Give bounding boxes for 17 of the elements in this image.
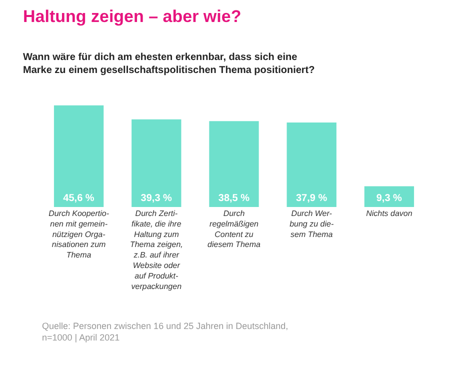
chart-subtitle: Wann wäre für dich am ehesten erkennbar, dass sich eine Marke zu einem gesellschaftspolitischen Thema positioniert? (23, 52, 315, 76)
source-note: Quelle: Personen zwischen 16 und 25 Jahren in Deutschland, n=1000 | April 2021 (42, 321, 288, 343)
x-tick-label: Durch Zerti- fikate, die ihre Haltung zum Thema zeigen, z.B. auf ihrer Website oder auf Produkt- verpackungen (130, 209, 183, 291)
x-tick-label: Durch Wer- bung zu die- sem Thema (290, 209, 334, 239)
x-tick-label: Durch Koopertio- nen mit gemein- nützigen Orga- nisationen zum Thema (48, 209, 110, 260)
data-label: 39,3 % (140, 193, 172, 204)
bar (54, 105, 104, 207)
bar (286, 122, 336, 207)
bar (209, 121, 259, 207)
x-tick-label: Nichts davon (366, 209, 413, 218)
data-label: 9,3 % (376, 193, 402, 204)
bar (132, 119, 182, 207)
data-label: 45,6 % (63, 193, 94, 204)
x-tick-label: Durch regelmäßigen Content zu diesem Thema (208, 209, 261, 250)
data-label: 37,9 % (296, 193, 328, 204)
chart-title: Haltung zeigen – aber wie? (23, 7, 242, 26)
data-label: 38,5 % (218, 193, 250, 204)
